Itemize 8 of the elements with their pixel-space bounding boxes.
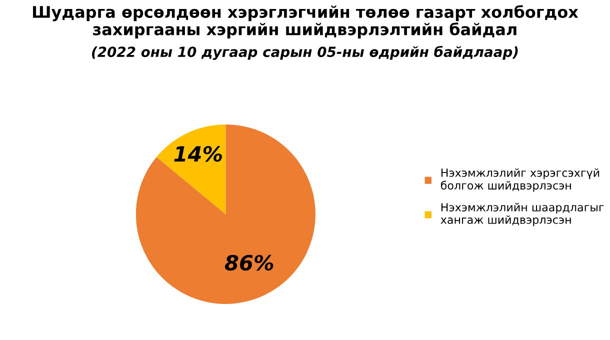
data-label: 14%	[174, 146, 222, 162]
data-label: 86%	[224, 254, 274, 271]
pie-slice	[156, 124, 226, 214]
legend-label: Нэхэмжлэлийг хэрэгсэхгүй болгож шийдвэрлэсэн	[440, 168, 600, 192]
chart-title: Шударга өрсөлдөөн хэрэглэгчийн төлөө газарт холбогдох захиргааны хэргийн шийдвэрлэлтийн байдал	[33, 5, 578, 38]
legend-label: Нэхэмжлэлийн шаардлагыг хангаж шийдвэрлэсэн	[440, 202, 604, 226]
pie-slice	[136, 124, 316, 304]
chart-subtitle: (2022 оны 10 дугаар сарын 05-ны өдрийн байдлаар)	[92, 46, 518, 60]
